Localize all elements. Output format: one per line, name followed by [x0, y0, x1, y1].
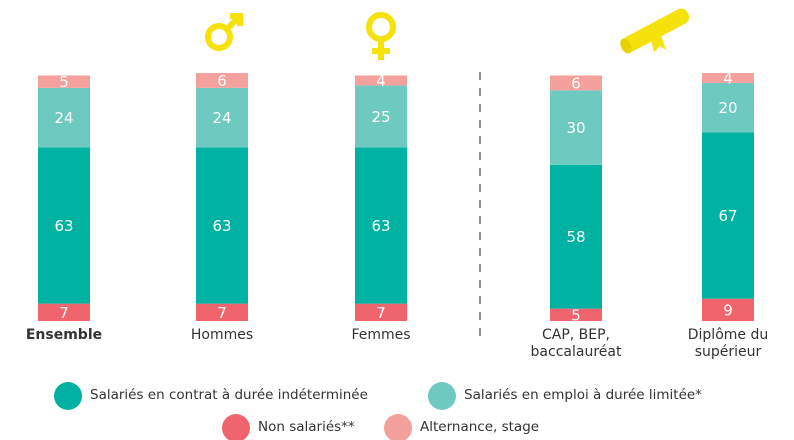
bar-segment — [355, 85, 407, 148]
bar-segment — [550, 75, 602, 91]
value-label: 25 — [371, 108, 390, 126]
legend-swatch — [54, 382, 82, 410]
bar-segment — [196, 147, 248, 304]
bar-segment — [702, 73, 754, 83]
bar-segment — [355, 147, 407, 304]
bar-segment — [702, 298, 754, 321]
value-label: 30 — [566, 119, 585, 137]
category-label: CAP, BEP, baccalauréat — [530, 327, 622, 360]
legend-swatch — [384, 414, 412, 440]
bar-segment — [702, 132, 754, 299]
category-label: Hommes — [190, 327, 254, 343]
legend-label: Alternance, stage — [420, 419, 540, 435]
bar-segment — [550, 308, 602, 321]
bar-segment — [196, 73, 248, 88]
value-label: 63 — [212, 217, 231, 235]
legend-label: Salariés en emploi à durée limitée* — [464, 387, 702, 403]
value-label: 4 — [723, 69, 733, 87]
category-label: Femmes — [351, 327, 411, 343]
category-label: Diplôme du supérieur — [687, 327, 769, 360]
value-label: 5 — [59, 73, 69, 91]
value-label: 67 — [718, 207, 737, 225]
category-label: Ensemble — [25, 327, 103, 343]
legend-label: Salariés en contrat à durée indéterminée — [90, 387, 368, 403]
legend-swatch — [222, 414, 250, 440]
bar-segment — [38, 87, 90, 148]
bar-segment — [355, 75, 407, 86]
bar-segment — [550, 164, 602, 309]
bar-segment — [196, 87, 248, 148]
value-label: 9 — [723, 301, 733, 319]
diploma-icon — [620, 8, 690, 54]
bar-segment — [38, 303, 90, 321]
value-label: 7 — [376, 304, 386, 322]
value-label: 6 — [217, 72, 227, 90]
value-label: 5 — [571, 306, 581, 324]
bar-segment — [196, 303, 248, 321]
value-label: 63 — [371, 217, 390, 235]
value-label: 7 — [217, 304, 227, 322]
value-label: 24 — [54, 109, 73, 127]
bar-segment — [550, 90, 602, 165]
legend-swatch — [428, 382, 456, 410]
value-label: 58 — [566, 228, 585, 246]
bar-segment — [702, 82, 754, 133]
value-label: 24 — [212, 109, 231, 127]
bar-segment — [38, 75, 90, 88]
value-label: 20 — [718, 99, 737, 117]
value-label: 6 — [571, 74, 581, 92]
bar-segment — [38, 147, 90, 304]
male-icon — [205, 13, 243, 51]
bar-segment — [355, 303, 407, 321]
value-label: 7 — [59, 304, 69, 322]
value-label: 4 — [376, 72, 386, 90]
value-label: 63 — [54, 217, 73, 235]
female-icon — [366, 12, 396, 60]
legend-label: Non salariés** — [258, 419, 355, 435]
